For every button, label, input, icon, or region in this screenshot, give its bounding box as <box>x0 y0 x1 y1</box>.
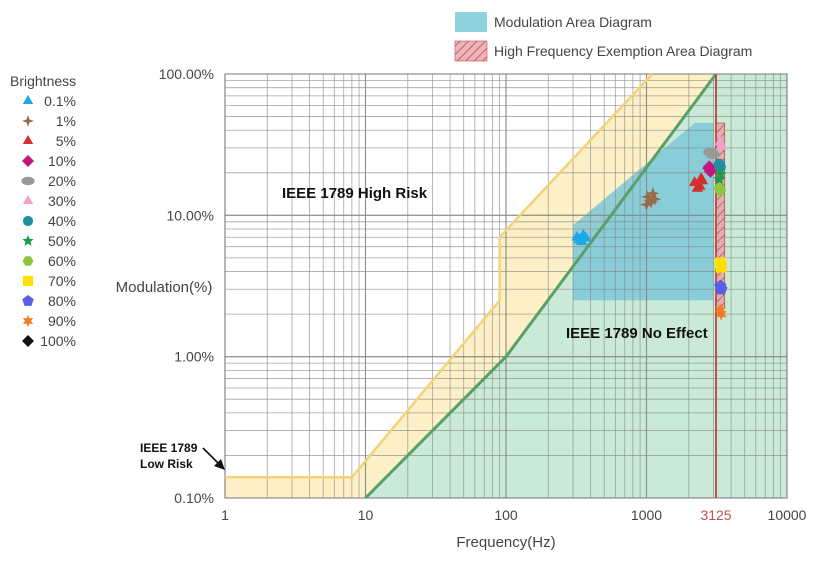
brightness-marker-0 <box>22 95 34 104</box>
data-point-1pct <box>641 190 655 204</box>
plot-frame <box>224 73 788 499</box>
y-tick-1: 1.00% <box>174 349 214 365</box>
brightness-label-5: 30% <box>48 193 76 209</box>
data-point-1pct <box>646 186 660 200</box>
ticks-layer: 1 10 100 1000 3125 10000 0.10% 1.00% 10.00% 100.0… <box>159 66 807 523</box>
data-point-50pct <box>714 167 727 180</box>
brightness-label-12: 100% <box>40 333 76 349</box>
legend-label-modulation: Modulation Area Diagram <box>494 14 652 30</box>
data-point-5pct <box>695 172 707 182</box>
x-tick-100: 100 <box>494 507 518 523</box>
brightness-label-0: 0.1% <box>44 93 76 109</box>
x-tick-10: 10 <box>358 507 374 523</box>
points-layer <box>571 135 728 321</box>
data-point-50pct <box>713 172 726 185</box>
data-point-1pct <box>648 192 662 206</box>
brightness-label-10: 80% <box>48 293 76 309</box>
x-tick-1: 1 <box>221 507 229 523</box>
y-axis-label: Modulation(%) <box>116 279 213 296</box>
zone-label-low-risk-2: Low Risk <box>140 457 193 471</box>
data-point-40pct <box>714 161 726 173</box>
data-point-1pct <box>643 193 657 207</box>
data-point-90pct <box>715 307 727 321</box>
x-axis-label: Frequency(Hz) <box>456 534 555 551</box>
brightness-label-8: 60% <box>48 253 76 269</box>
brightness-marker-7 <box>22 235 34 246</box>
data-point-10pct <box>702 161 716 175</box>
legend-label-hf-exemption: High Frequency Exemption Area Diagram <box>494 43 752 59</box>
zone-label-no-effect: IEEE 1789 No Effect <box>566 325 708 342</box>
legend-swatch-modulation <box>455 12 487 32</box>
data-point-5pct <box>691 181 703 192</box>
brightness-marker-6 <box>22 215 34 227</box>
zone-label-high-risk: IEEE 1789 High Risk <box>282 185 428 202</box>
brightness-marker-9 <box>22 275 34 287</box>
brightness-marker-8 <box>22 256 34 266</box>
x-tick-3125: 3125 <box>700 507 731 523</box>
brightness-marker-10 <box>22 295 34 306</box>
y-tick-3: 100.00% <box>159 66 214 82</box>
data-point-0-1pct <box>573 233 585 244</box>
brightness-label-11: 90% <box>48 313 76 329</box>
brightness-label-4: 20% <box>48 173 76 189</box>
x-tick-1000: 1000 <box>631 507 662 523</box>
brightness-marker-1 <box>22 115 34 127</box>
data-point-20pct <box>705 149 720 159</box>
data-point-60pct <box>714 185 727 196</box>
brightness-marker-3 <box>22 155 34 167</box>
brightness-marker-5 <box>22 195 34 204</box>
y-tick-2: 10.00% <box>167 207 214 223</box>
brightness-marker-4 <box>21 176 35 186</box>
brightness-label-3: 10% <box>48 153 76 169</box>
brightness-marker-12 <box>22 335 34 347</box>
brightness-legend: 0.1% 1% 5% 10% 20% 30% 40% 50% 60% 70% 80% 90% 100% <box>21 93 76 349</box>
brightness-label-1: 1% <box>56 113 76 129</box>
legend-swatch-hf-exemption <box>454 40 488 62</box>
high-risk-boundary <box>225 73 654 479</box>
brightness-label-9: 70% <box>48 273 76 289</box>
zones-layer <box>225 74 787 498</box>
x-tick-10000: 10000 <box>768 507 807 523</box>
brightness-marker-11 <box>22 315 34 327</box>
brightness-label-6: 40% <box>48 213 76 229</box>
data-point-30pct <box>715 140 727 151</box>
y-tick-0: 0.10% <box>174 490 214 506</box>
text-layer: IEEE 1789 High Risk IEEE 1789 No Effect … <box>10 73 708 551</box>
high-risk-zone <box>225 74 716 498</box>
low-risk-arrowhead <box>214 459 225 470</box>
no-effect-boundary <box>364 73 718 500</box>
zone-label-low-risk-1: IEEE 1789 <box>140 441 198 455</box>
modulation-area <box>573 123 714 301</box>
data-point-30pct <box>714 135 726 146</box>
data-point-80pct <box>715 282 728 295</box>
legend: Modulation Area Diagram High Frequency E… <box>454 12 752 62</box>
brightness-legend-title: Brightness <box>10 73 76 89</box>
data-point-1pct <box>640 198 653 212</box>
data-point-70pct <box>715 261 727 273</box>
brightness-label-7: 50% <box>48 233 76 249</box>
brightness-marker-2 <box>22 135 34 144</box>
brightness-label-2: 5% <box>56 133 76 149</box>
